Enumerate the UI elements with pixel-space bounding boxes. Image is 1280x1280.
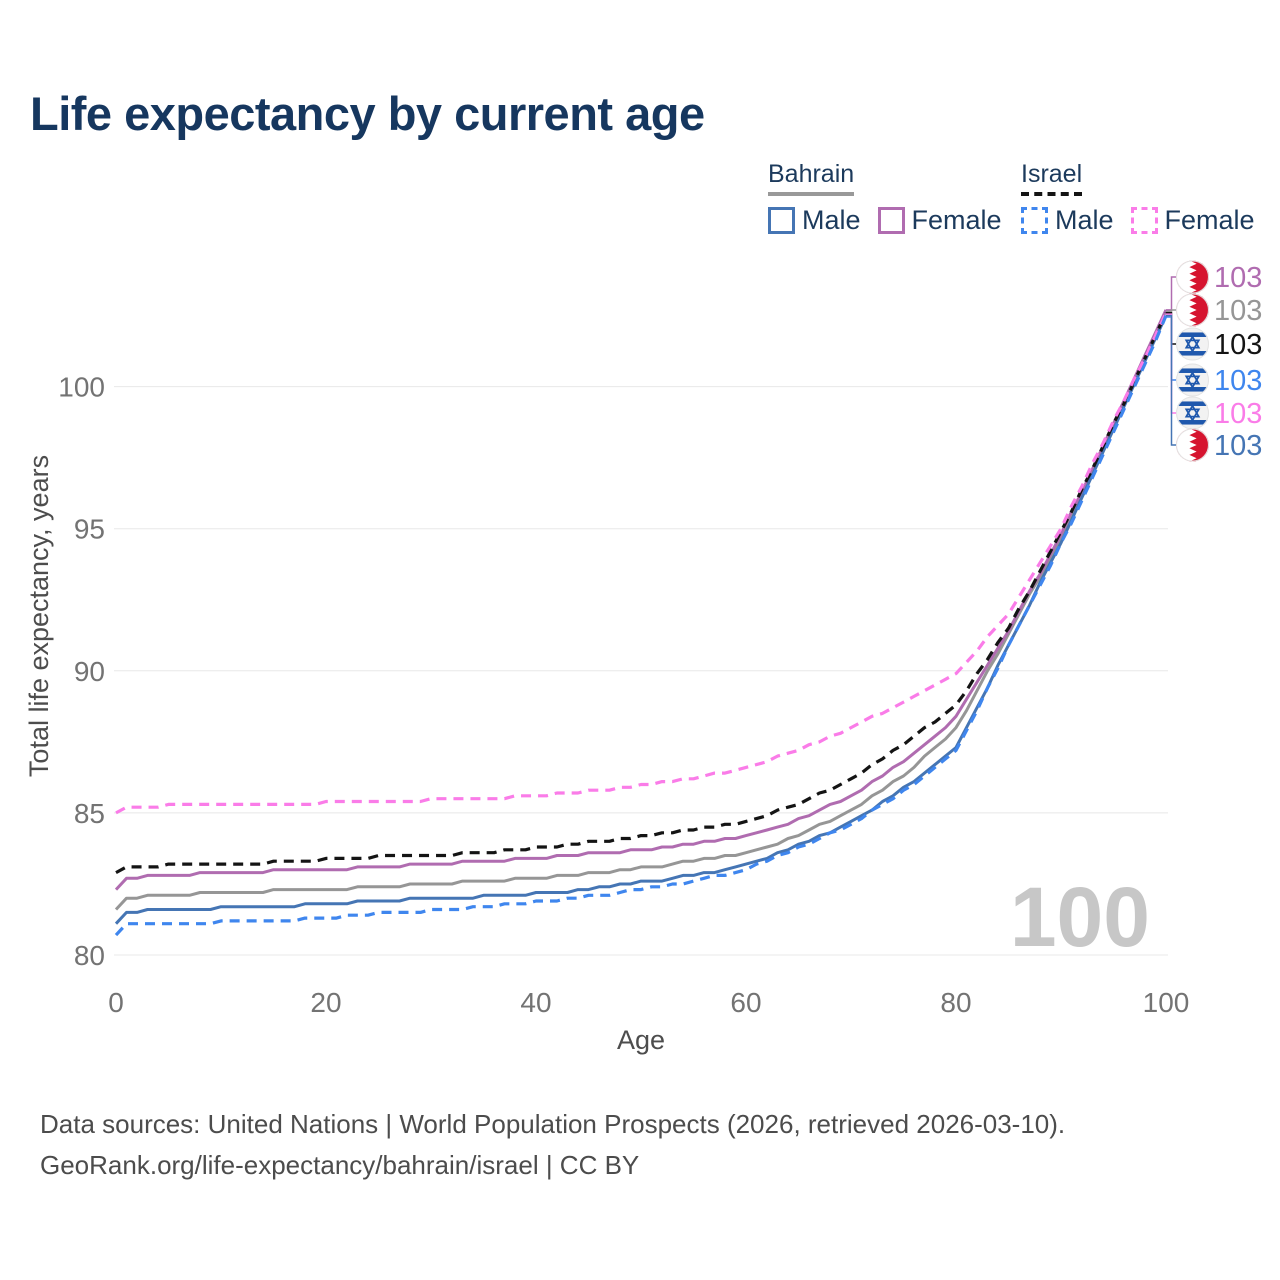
series-line-bahrain_female[interactable]: [114, 309, 1168, 891]
page-title: Life expectancy by current age: [30, 87, 705, 140]
legend-swatch-icon: [1130, 207, 1158, 234]
legend-item-bahrain-female[interactable]: Female: [877, 205, 1002, 236]
end-label-value-israel_female: 103: [1214, 398, 1262, 430]
bahrain-flag-icon: [1176, 261, 1209, 294]
end-label-leader-line: [1166, 314, 1176, 446]
x-tick-label: 60: [730, 987, 761, 1018]
legend-item-label: Female: [1164, 205, 1255, 235]
age-watermark: 100: [1010, 870, 1150, 964]
gridlines: [114, 386, 1168, 956]
legend-item-bahrain-male[interactable]: Male: [768, 205, 861, 236]
series-line-bahrain_male[interactable]: [114, 314, 1168, 925]
legend-item-label: Male: [802, 205, 861, 235]
y-tick-label: 80: [74, 940, 105, 971]
x-tick-label: 0: [108, 987, 124, 1018]
end-label-leader-line: [1166, 309, 1176, 313]
x-tick-label: 100: [1143, 987, 1190, 1018]
legend-item-label: Male: [1055, 205, 1114, 235]
y-tick-label: 85: [74, 798, 105, 829]
y-tick-label: 100: [58, 372, 105, 403]
israel-flag-icon: [1176, 328, 1209, 361]
legend-item-israel-male[interactable]: Male: [1021, 205, 1114, 236]
series-line-israel_female[interactable]: [115, 312, 1168, 815]
series-line-israel_male[interactable]: [114, 314, 1168, 937]
end-label-value-bahrain_male: 103: [1214, 430, 1262, 462]
israel-flag-icon: [1176, 397, 1209, 430]
end-label-value-israel_all: 103: [1214, 329, 1262, 361]
bahrain-flag-icon: [1176, 294, 1209, 327]
series-line-israel_all[interactable]: [115, 312, 1168, 875]
end-label-value-israel_male: 103: [1214, 365, 1262, 397]
x-axis-tick-labels: 0 20 40 60 80 100: [108, 987, 1189, 1018]
series-lines: [114, 309, 1168, 937]
bahrain-flag-icon: [1176, 429, 1209, 462]
legend-group-bahrain: Bahrain Male Female: [768, 160, 1002, 236]
legend-swatch-icon: [1021, 207, 1048, 234]
end-label-value-bahrain_female: 103: [1214, 262, 1262, 294]
legend-swatch-icon: [877, 207, 905, 234]
legend-item-label: Female: [911, 205, 1002, 235]
end-label-value-bahrain_all: 103: [1214, 295, 1262, 327]
y-tick-label: 90: [74, 656, 105, 687]
x-tick-label: 20: [310, 987, 341, 1018]
israel-flag-icon: [1176, 364, 1209, 397]
series-line-bahrain_all[interactable]: [114, 309, 1168, 911]
footer: Data sources: United Nations | World Pop…: [40, 1104, 1065, 1186]
y-axis-tick-labels: 80 85 90 95 100: [58, 372, 105, 971]
y-tick-label: 95: [74, 514, 105, 545]
y-axis-title: Total life expectancy, years: [24, 455, 54, 777]
legend-country-label-bahrain[interactable]: Bahrain: [768, 160, 855, 196]
x-tick-label: 80: [940, 987, 971, 1018]
legend-country-label-israel[interactable]: Israel: [1021, 160, 1083, 196]
legend-group-israel: Israel Male Female: [1021, 160, 1255, 236]
x-axis-title: Age: [617, 1025, 665, 1055]
footer-license-line: GeoRank.org/life-expectancy/bahrain/isra…: [40, 1150, 640, 1180]
footer-source-line: Data sources: United Nations | World Pop…: [40, 1109, 1066, 1139]
end-label-leader-line: [1166, 276, 1176, 311]
legend-swatch-icon: [768, 207, 795, 234]
legend-item-israel-female[interactable]: Female: [1130, 205, 1255, 236]
x-tick-label: 40: [520, 987, 551, 1018]
